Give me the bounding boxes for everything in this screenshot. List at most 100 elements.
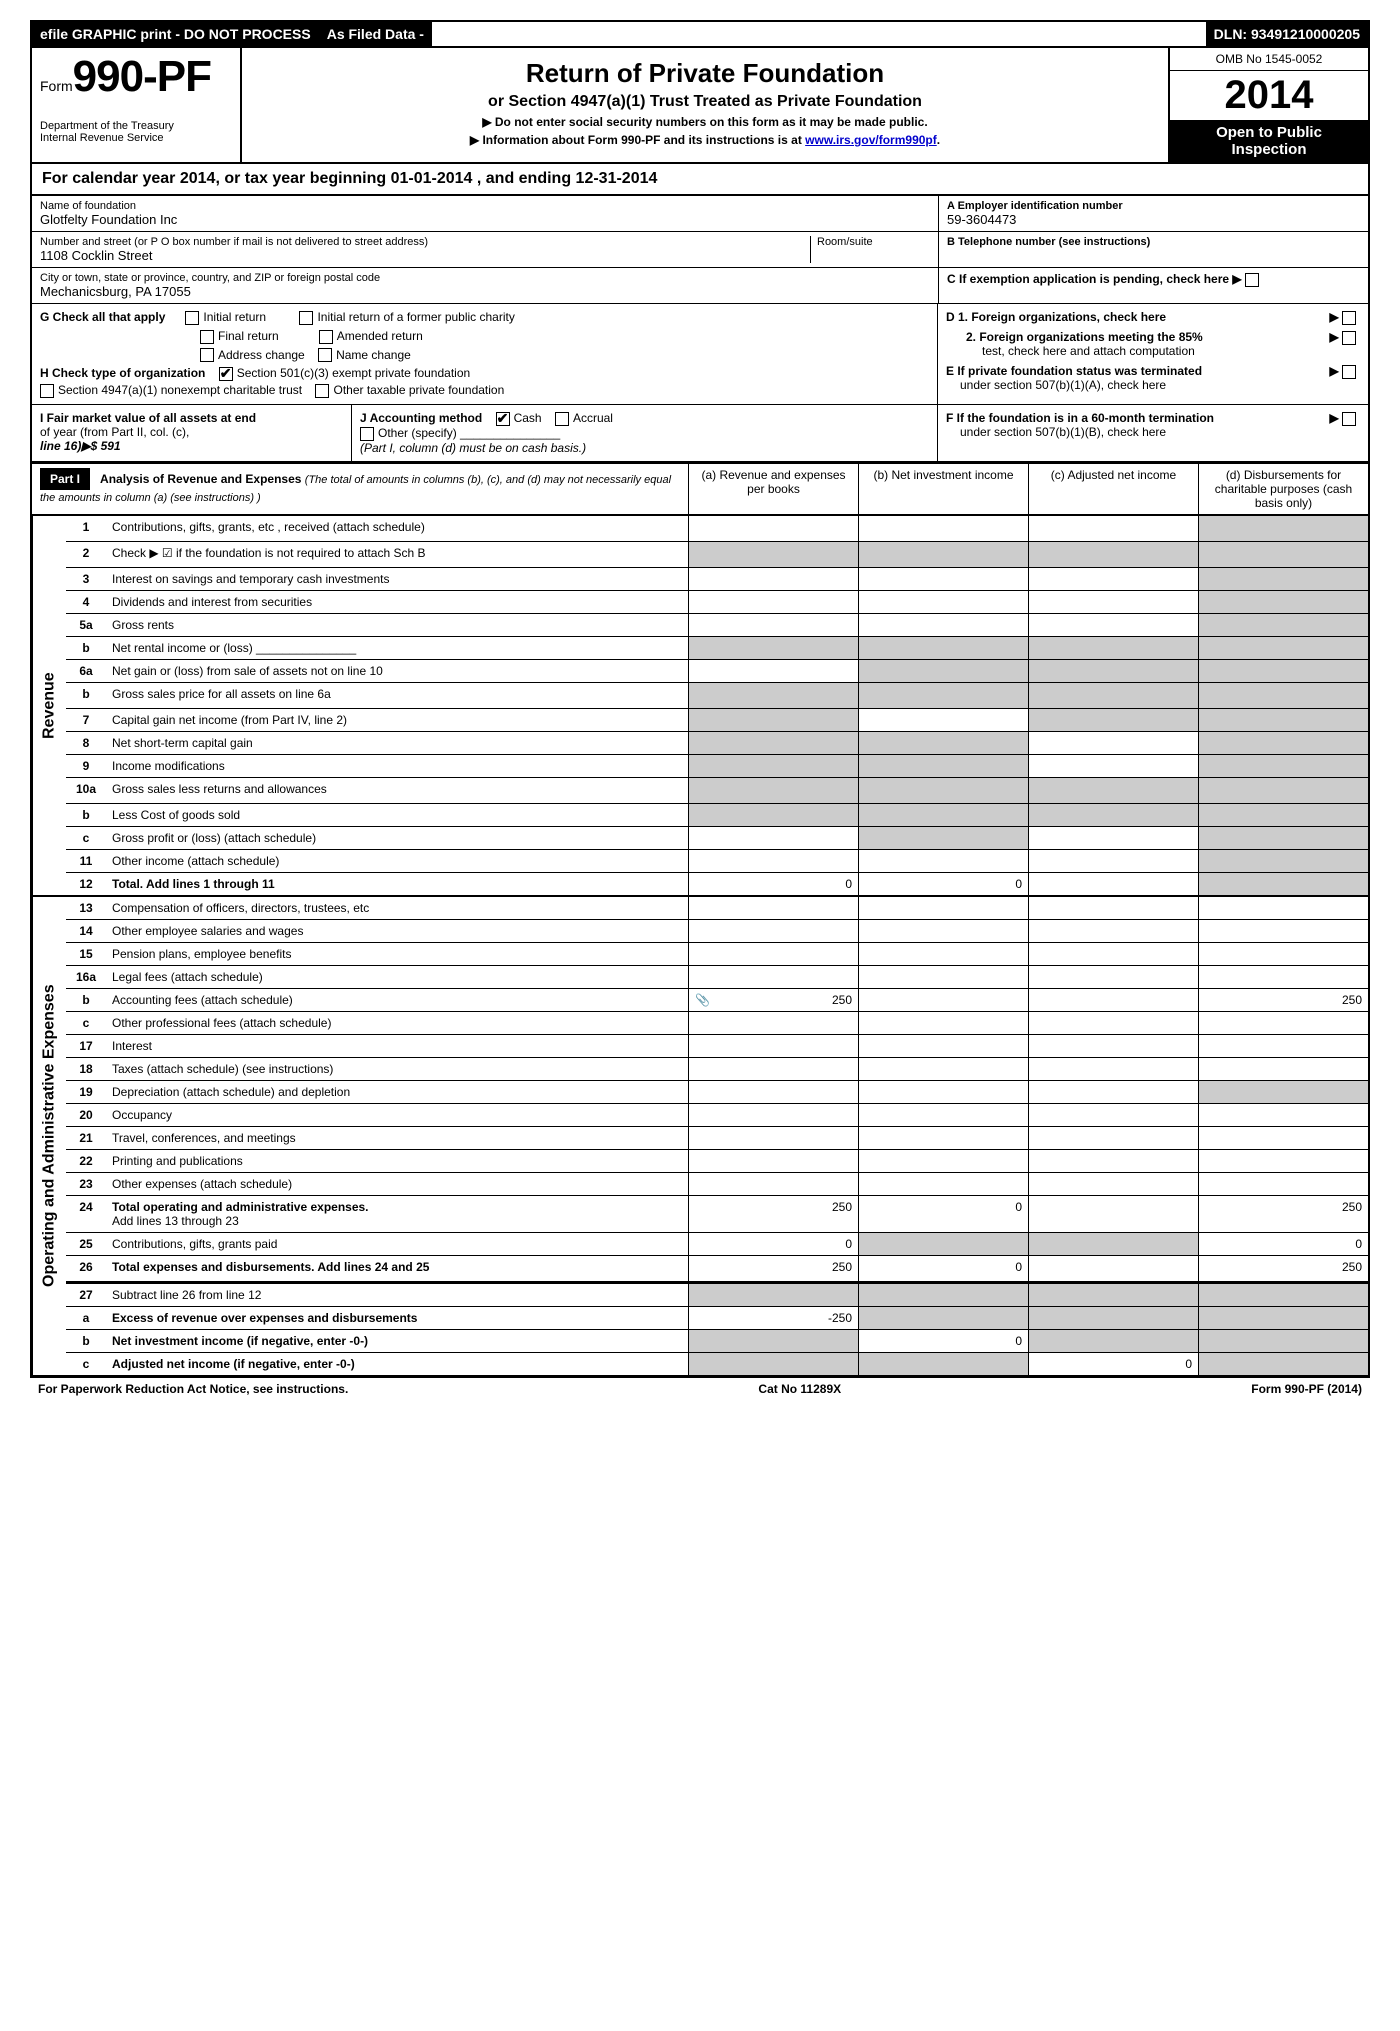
col-c-header: (c) Adjusted net income: [1028, 464, 1198, 514]
form-id-block: Form990-PF Department of the Treasury In…: [32, 48, 242, 162]
open-public-1: Open to Public: [1170, 124, 1368, 141]
h-4947: Section 4947(a)(1) nonexempt charitable …: [58, 383, 302, 397]
j-cash-checkbox[interactable]: [496, 412, 510, 426]
g-final-checkbox[interactable]: [200, 330, 214, 344]
address: 1108 Cocklin Street: [40, 248, 810, 263]
ein: 59-3604473: [947, 212, 1360, 227]
h-row2: Section 4947(a)(1) nonexempt charitable …: [40, 383, 929, 398]
part1-label: Part I: [40, 468, 90, 490]
f-checkbox[interactable]: [1342, 412, 1356, 426]
d2a-label: 2. Foreign organizations meeting the 85%: [946, 330, 1203, 344]
f2-label: under section 507(b)(1)(B), check here: [946, 425, 1166, 439]
line-5a: Gross rents: [106, 614, 688, 636]
g-row: G Check all that apply Initial return In…: [40, 310, 929, 325]
e-checkbox[interactable]: [1342, 365, 1356, 379]
line-2: Check ▶ ☑ if the foundation is not requi…: [106, 542, 688, 567]
line-27a-a: -250: [688, 1307, 858, 1329]
name-label: Name of foundation: [40, 200, 930, 212]
top-bar: efile GRAPHIC print - DO NOT PROCESS As …: [30, 20, 1370, 48]
line-14: Other employee salaries and wages: [106, 920, 688, 942]
h-row: H Check type of organization Section 501…: [40, 366, 929, 381]
g-amended-checkbox[interactable]: [319, 330, 333, 344]
dept-treasury: Department of the Treasury: [40, 120, 232, 132]
line-9: Income modifications: [106, 755, 688, 777]
j-other-checkbox[interactable]: [360, 427, 374, 441]
part1-table: Revenue 1Contributions, gifts, grants, e…: [30, 516, 1370, 1377]
g-name-checkbox[interactable]: [318, 348, 332, 362]
j-cash: Cash: [514, 411, 542, 425]
f-block: F If the foundation is in a 60-month ter…: [938, 405, 1368, 461]
line-17: Interest: [106, 1035, 688, 1057]
line-24-a: 250: [688, 1196, 858, 1232]
line-27c: Adjusted net income (if negative, enter …: [106, 1353, 688, 1375]
line-25-d: 0: [1198, 1233, 1368, 1255]
city-label: City or town, state or province, country…: [40, 272, 930, 284]
g-address-checkbox[interactable]: [200, 348, 214, 362]
revenue-side-label: Revenue: [32, 516, 66, 895]
line-25-a: 0: [688, 1233, 858, 1255]
e2-label: under section 507(b)(1)(A), check here: [946, 378, 1166, 392]
d2b-label: test, check here and attach computation: [946, 344, 1195, 358]
h-other: Other taxable private foundation: [333, 383, 504, 397]
line-12: Total. Add lines 1 through 11: [106, 873, 688, 895]
exemption-checkbox[interactable]: [1245, 273, 1259, 287]
line-1: Contributions, gifts, grants, etc , rece…: [106, 516, 688, 541]
j-accrual-checkbox[interactable]: [555, 412, 569, 426]
ssn-note: ▶ Do not enter social security numbers o…: [252, 115, 1158, 129]
exemption-cell: C If exemption application is pending, c…: [939, 268, 1368, 291]
line-10c: Gross profit or (loss) (attach schedule): [106, 827, 688, 849]
info-note-pre: ▶ Information about Form 990-PF and its …: [470, 133, 805, 147]
part1-header: Part I Analysis of Revenue and Expenses …: [30, 463, 1370, 516]
form-prefix: Form: [40, 78, 73, 94]
tax-year: 2014: [1170, 71, 1368, 120]
g-initial-checkbox[interactable]: [185, 311, 199, 325]
g-address: Address change: [218, 348, 305, 362]
line-16b: Accounting fees (attach schedule): [106, 989, 688, 1011]
id-grid: Name of foundation Glotfelty Foundation …: [30, 196, 1370, 304]
line-16a: Legal fees (attach schedule): [106, 966, 688, 988]
line-5b: Net rental income or (loss) ____________…: [106, 637, 688, 659]
g-name: Name change: [336, 348, 411, 362]
form-number: 990-PF: [73, 52, 211, 101]
open-public: Open to Public Inspection: [1170, 120, 1368, 162]
j-note: (Part I, column (d) must be on cash basi…: [360, 441, 586, 455]
d1-label: D 1. Foreign organizations, check here: [946, 310, 1166, 324]
j-accrual: Accrual: [573, 411, 613, 425]
i-block: I Fair market value of all assets at end…: [32, 405, 352, 461]
calendar-year: For calendar year 2014, or tax year begi…: [30, 164, 1370, 196]
i-line1: I Fair market value of all assets at end: [40, 411, 343, 425]
info-note-post: .: [937, 133, 940, 147]
h-501c3-checkbox[interactable]: [219, 367, 233, 381]
line-10b: Less Cost of goods sold: [106, 804, 688, 826]
dln: DLN: 93491210000205: [1206, 22, 1368, 46]
d1-checkbox[interactable]: [1342, 311, 1356, 325]
d2-row: 2. Foreign organizations meeting the 85%…: [946, 330, 1360, 358]
line-12-b: 0: [858, 873, 1028, 895]
g-initial: Initial return: [203, 310, 266, 324]
cat-number: Cat No 11289X: [758, 1382, 841, 1396]
h-4947-checkbox[interactable]: [40, 384, 54, 398]
g-final: Final return: [218, 329, 279, 343]
d1-row: D 1. Foreign organizations, check here ▶: [946, 310, 1360, 324]
line-12-a: 0: [688, 873, 858, 895]
line-8: Net short-term capital gain: [106, 732, 688, 754]
room-label: Room/suite: [817, 236, 930, 248]
line-26-a: 250: [688, 1256, 858, 1281]
exemption-label: C If exemption application is pending, c…: [947, 272, 1229, 286]
g-former-checkbox[interactable]: [299, 311, 313, 325]
form-title-block: Return of Private Foundation or Section …: [242, 48, 1168, 162]
line-27b-b: 0: [858, 1330, 1028, 1352]
line-26-d: 250: [1198, 1256, 1368, 1281]
g-row3: Address change Name change: [40, 348, 929, 363]
irs-link[interactable]: www.irs.gov/form990pf: [805, 133, 937, 147]
paperwork-notice: For Paperwork Reduction Act Notice, see …: [38, 1382, 348, 1396]
d2-checkbox[interactable]: [1342, 331, 1356, 345]
h-other-checkbox[interactable]: [315, 384, 329, 398]
line-24-d: 250: [1198, 1196, 1368, 1232]
line-11: Other income (attach schedule): [106, 850, 688, 872]
line-16b-a: 📎250: [688, 989, 858, 1011]
as-filed: As Filed Data -: [319, 22, 432, 46]
address-cell: Number and street (or P O box number if …: [32, 232, 938, 268]
line-27b: Net investment income (if negative, ente…: [106, 1330, 688, 1352]
ein-label: A Employer identification number: [947, 200, 1360, 212]
